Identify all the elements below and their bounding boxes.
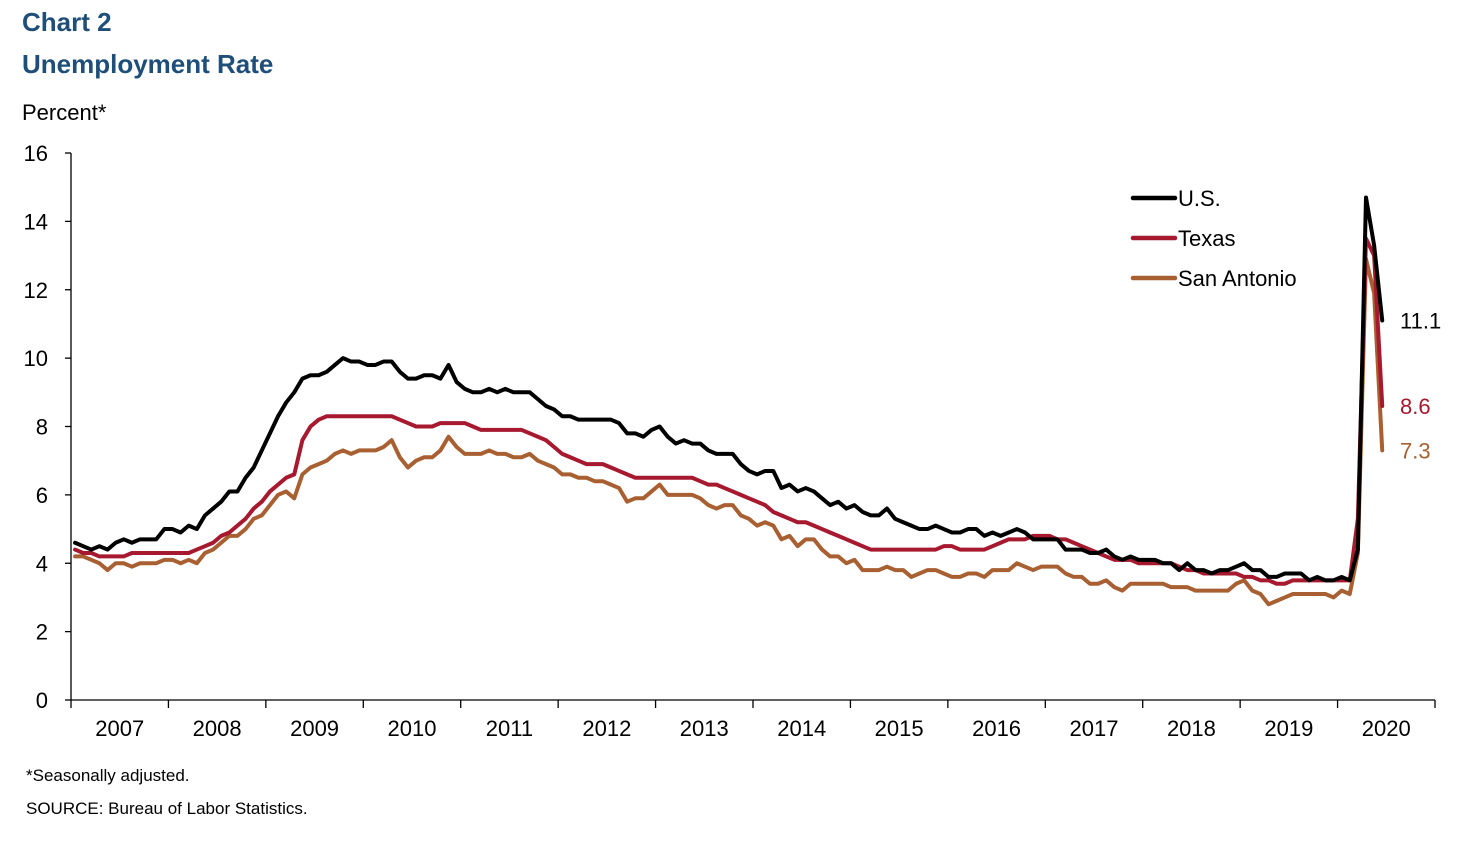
x-tick-label: 2012 <box>582 716 631 741</box>
y-tick-label: 0 <box>36 688 48 713</box>
x-tick-label: 2009 <box>290 716 339 741</box>
x-tick-label: 2007 <box>95 716 144 741</box>
series-line-san-antonio <box>73 256 1385 607</box>
series-line-u-s <box>73 195 1385 583</box>
y-axis-label: Percent* <box>22 100 107 125</box>
source-note: SOURCE: Bureau of Labor Statistics. <box>26 799 308 818</box>
legend-label: Texas <box>1178 226 1235 251</box>
x-tick-label: 2010 <box>388 716 437 741</box>
x-tick-label: 2013 <box>680 716 729 741</box>
chart-series <box>73 195 1385 607</box>
chart-number: Chart 2 <box>22 7 112 37</box>
y-tick-label: 14 <box>24 209 48 234</box>
x-tick-label: 2008 <box>193 716 242 741</box>
y-tick-label: 4 <box>36 551 48 576</box>
x-tick-label: 2011 <box>486 716 533 741</box>
x-tick-label: 2015 <box>875 716 924 741</box>
y-tick-label: 8 <box>36 415 48 440</box>
end-value-label: 11.1 <box>1400 309 1441 334</box>
end-value-label: 8.6 <box>1400 394 1431 419</box>
y-tick-label: 2 <box>36 620 48 645</box>
footnote: *Seasonally adjusted. <box>26 766 190 785</box>
x-tick-label: 2020 <box>1362 716 1411 741</box>
x-tick-label: 2018 <box>1167 716 1216 741</box>
y-tick-label: 12 <box>24 278 48 303</box>
x-tick-label: 2016 <box>972 716 1021 741</box>
chart-legend: U.S. Texas San Antonio <box>1130 186 1297 291</box>
x-tick-label: 2017 <box>1070 716 1119 741</box>
end-labels: 11.1 8.6 7.3 <box>1400 309 1441 464</box>
y-tick-label: 10 <box>24 346 48 371</box>
legend-label: U.S. <box>1178 186 1221 211</box>
y-tick-label: 16 <box>24 141 48 166</box>
chart-title: Unemployment Rate <box>22 49 274 79</box>
x-tick-label: 2019 <box>1264 716 1313 741</box>
y-tick-label: 6 <box>36 483 48 508</box>
chart-axes: 0 2 4 6 8 10 12 14 16 2007 2008 2009 2010 2011 2012 201… <box>24 141 1436 741</box>
end-value-label: 7.3 <box>1400 438 1431 463</box>
x-tick-label: 2014 <box>777 716 826 741</box>
legend-label: San Antonio <box>1178 266 1297 291</box>
